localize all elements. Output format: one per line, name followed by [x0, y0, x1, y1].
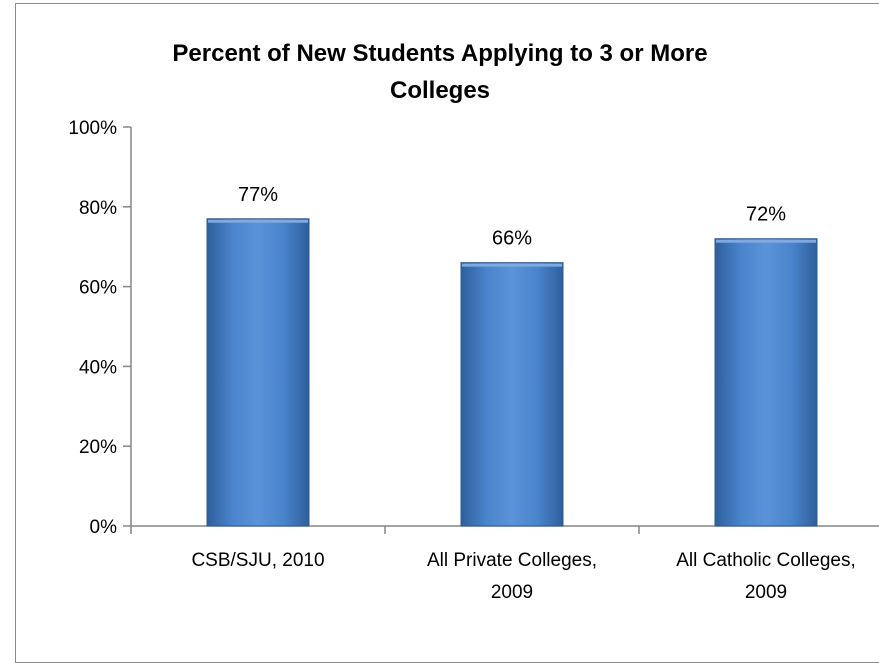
bar-3: [714, 238, 818, 527]
category-label-3-line-1: All Catholic Colleges,: [676, 550, 856, 571]
chart-title-line-1: Percent of New Students Applying to 3 or…: [172, 40, 708, 67]
chart-title: Percent of New Students Applying to 3 or…: [80, 35, 800, 109]
category-label-2-line-1: All Private Colleges,: [427, 550, 597, 571]
bar-2: [460, 262, 564, 527]
bar-1-highlight: [208, 219, 308, 223]
bar-chart: 0% 20% 40% 60% 80% 100% 77% CSB/SJU, 2010 66% All…: [68, 118, 879, 603]
category-label-3-line-2: 2009: [745, 582, 787, 603]
y-tick-label-20: 20%: [79, 437, 117, 458]
bar-1: [206, 218, 310, 527]
bar-3-highlight: [716, 239, 816, 243]
data-label-3: 72%: [746, 204, 786, 226]
y-tick-label-100: 100%: [68, 118, 117, 139]
y-tick-label-80: 80%: [79, 198, 117, 219]
category-label-2-line-2: 2009: [491, 582, 533, 603]
data-label-1: 77%: [238, 184, 278, 206]
y-tick-label-0: 0%: [90, 517, 118, 538]
bar-2-highlight: [462, 263, 562, 267]
data-label-2: 66%: [492, 228, 532, 250]
y-tick-label-40: 40%: [79, 357, 117, 378]
category-label-1-line-1: CSB/SJU, 2010: [191, 550, 324, 571]
y-tick-label-60: 60%: [79, 278, 117, 299]
chart-title-line-2: Colleges: [389, 77, 491, 104]
